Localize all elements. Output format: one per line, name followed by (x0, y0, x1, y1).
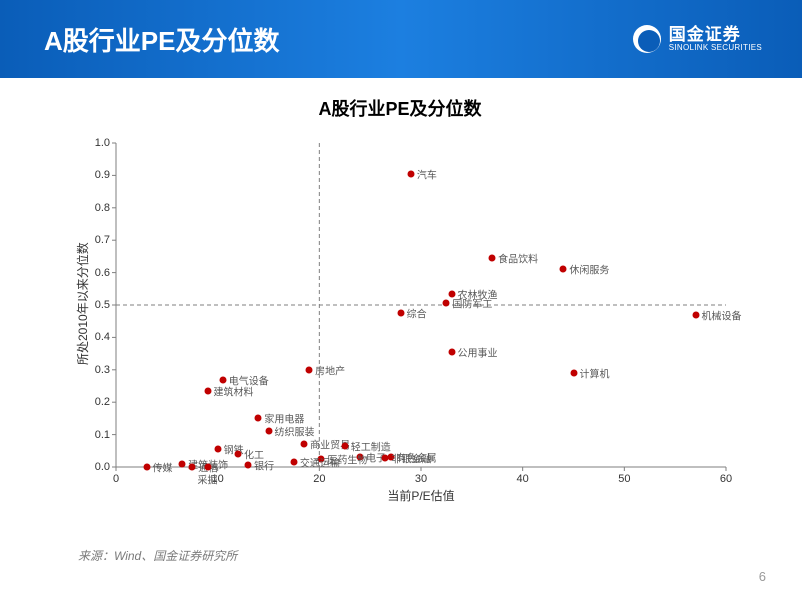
data-point-label: 公用事业 (458, 344, 498, 359)
y-tick-label: 0.0 (76, 461, 110, 473)
data-point (341, 442, 348, 449)
y-tick-label: 0.8 (76, 202, 110, 214)
data-point (255, 415, 262, 422)
data-point (382, 454, 389, 461)
brand-name-cn: 国金证券 (669, 26, 762, 44)
data-point (143, 464, 150, 471)
data-point-label: 非银金融 (391, 450, 431, 465)
brand-text: 国金证券 SINOLINK SECURITIES (669, 26, 762, 52)
data-point (397, 310, 404, 317)
data-point (219, 376, 226, 383)
data-point (245, 462, 252, 469)
data-point-label: 交通运输 (300, 455, 340, 470)
y-tick-label: 1.0 (76, 137, 110, 149)
data-point-label: 综合 (407, 306, 427, 321)
data-point-label: 机械设备 (702, 307, 742, 322)
data-point-label: 采掘 (198, 472, 218, 487)
data-point-label: 纺织服装 (275, 424, 315, 439)
data-point (204, 387, 211, 394)
data-point-label: 国防军工 (452, 296, 492, 311)
y-tick-label: 0.3 (76, 364, 110, 376)
chart-title: A股行业PE及分位数 (60, 95, 740, 121)
x-tick-label: 20 (313, 473, 325, 485)
data-point (443, 300, 450, 307)
data-point (301, 441, 308, 448)
y-axis-label: 所处2010年以来分位数 (74, 242, 91, 365)
data-point (204, 464, 211, 471)
x-tick-label: 50 (618, 473, 630, 485)
data-point (235, 451, 242, 458)
x-tick-label: 30 (415, 473, 427, 485)
data-point-label: 汽车 (417, 166, 437, 181)
page-number: 6 (759, 569, 766, 584)
data-point (189, 464, 196, 471)
chart-container: A股行业PE及分位数 0.00.10.20.30.40.50.60.70.80.… (60, 95, 740, 535)
y-tick-label: 0.9 (76, 169, 110, 181)
x-tick-label: 0 (113, 473, 119, 485)
data-point-label: 银行 (254, 458, 274, 473)
data-point (265, 428, 272, 435)
data-point-label: 食品饮料 (498, 251, 538, 266)
data-point (489, 255, 496, 262)
y-tick-label: 0.2 (76, 396, 110, 408)
data-point-label: 建筑材料 (214, 383, 254, 398)
source-caption: 来源：Wind、国金证券研究所 (78, 547, 237, 564)
slide-title: A股行业PE及分位数 (44, 21, 279, 58)
data-point-label: 传媒 (153, 460, 173, 475)
scatter-plot: 0.00.10.20.30.40.50.60.70.80.91.00102030… (60, 137, 740, 507)
x-axis-label: 当前P/E估值 (387, 487, 454, 504)
x-tick-label: 40 (517, 473, 529, 485)
data-point (407, 170, 414, 177)
data-point (306, 366, 313, 373)
data-point (290, 459, 297, 466)
brand-name-en: SINOLINK SECURITIES (669, 44, 762, 52)
x-tick-label: 60 (720, 473, 732, 485)
brand-logo-icon (633, 25, 661, 53)
data-point (214, 446, 221, 453)
data-point-label: 房地产 (315, 362, 345, 377)
slide-header: A股行业PE及分位数 国金证券 SINOLINK SECURITIES (0, 0, 802, 78)
data-point (179, 460, 186, 467)
data-point (692, 311, 699, 318)
y-tick-label: 0.1 (76, 429, 110, 441)
data-point-label: 计算机 (580, 366, 610, 381)
data-point (560, 266, 567, 273)
brand: 国金证券 SINOLINK SECURITIES (633, 25, 762, 53)
data-point (448, 348, 455, 355)
data-point-label: 休闲服务 (569, 262, 609, 277)
data-point (570, 370, 577, 377)
